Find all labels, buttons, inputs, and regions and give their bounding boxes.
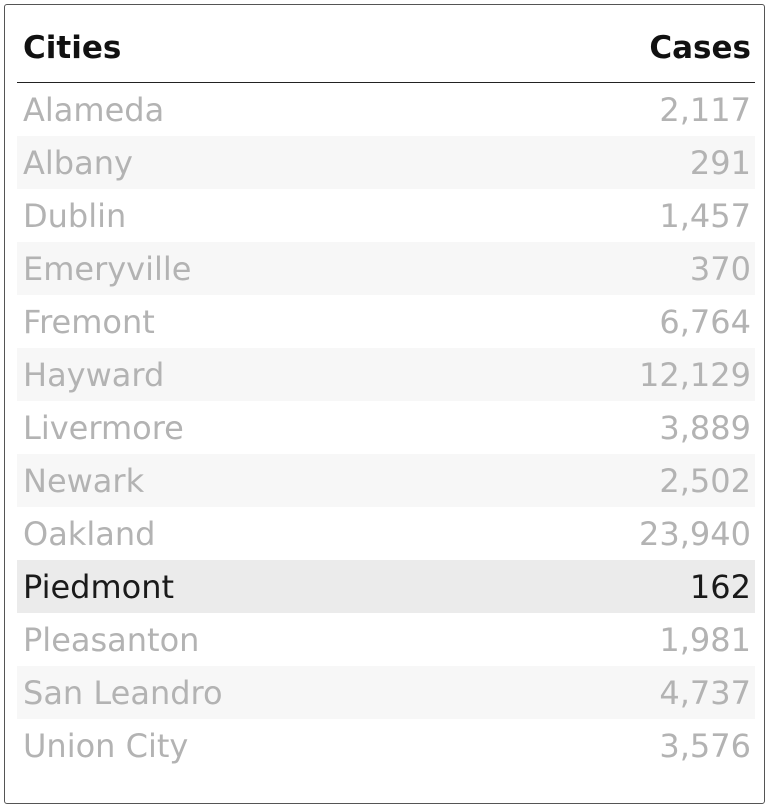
cell-city: Union City [23, 726, 189, 765]
column-header-cities[interactable]: Cities [23, 29, 122, 66]
cases-table: Cities Cases Alameda 2,117 Albany 291 Dublin… [17, 13, 755, 772]
cell-city: Alameda [23, 90, 165, 129]
cell-cases: 23,940 [639, 514, 751, 553]
column-header-cases[interactable]: Cases [649, 29, 751, 66]
table-row[interactable]: Newark 2,502 [17, 454, 755, 507]
cell-city: Livermore [23, 408, 184, 447]
cell-cases: 1,457 [659, 196, 751, 235]
cell-cases: 162 [689, 567, 751, 606]
table-row[interactable]: Pleasanton 1,981 [17, 613, 755, 666]
table-header: Cities Cases [17, 13, 755, 83]
table-row[interactable]: San Leandro 4,737 [17, 666, 755, 719]
cell-cases: 12,129 [639, 355, 751, 394]
cell-cases: 4,737 [659, 673, 751, 712]
cell-city: Emeryville [23, 249, 192, 288]
cell-cases: 2,502 [659, 461, 751, 500]
table-visual: Cities Cases Alameda 2,117 Albany 291 Dublin… [4, 4, 765, 804]
cell-cases: 6,764 [659, 302, 751, 341]
cell-city: Hayward [23, 355, 165, 394]
table-row[interactable]: Livermore 3,889 [17, 401, 755, 454]
cell-city: Fremont [23, 302, 155, 341]
cell-cases: 291 [689, 143, 751, 182]
cell-cases: 3,576 [659, 726, 751, 765]
cell-cases: 370 [689, 249, 751, 288]
cell-city: Newark [23, 461, 145, 500]
table-row[interactable]: Albany 291 [17, 136, 755, 189]
cell-city: Piedmont [23, 567, 175, 606]
table-row[interactable]: Fremont 6,764 [17, 295, 755, 348]
cell-city: San Leandro [23, 673, 223, 712]
table-row[interactable]: Emeryville 370 [17, 242, 755, 295]
cell-city: Dublin [23, 196, 127, 235]
table-row[interactable]: Oakland 23,940 [17, 507, 755, 560]
cell-city: Oakland [23, 514, 156, 553]
cell-cases: 1,981 [659, 620, 751, 659]
table-row[interactable]: Hayward 12,129 [17, 348, 755, 401]
table-row[interactable]: Piedmont 162 [17, 560, 755, 613]
table-row[interactable]: Alameda 2,117 [17, 83, 755, 136]
table-row[interactable]: Dublin 1,457 [17, 189, 755, 242]
cell-city: Albany [23, 143, 133, 182]
table-body: Alameda 2,117 Albany 291 Dublin 1,457 Emeryvil… [17, 83, 755, 772]
table-row[interactable]: Union City 3,576 [17, 719, 755, 772]
cell-cases: 2,117 [659, 90, 751, 129]
cell-cases: 3,889 [659, 408, 751, 447]
cell-city: Pleasanton [23, 620, 200, 659]
